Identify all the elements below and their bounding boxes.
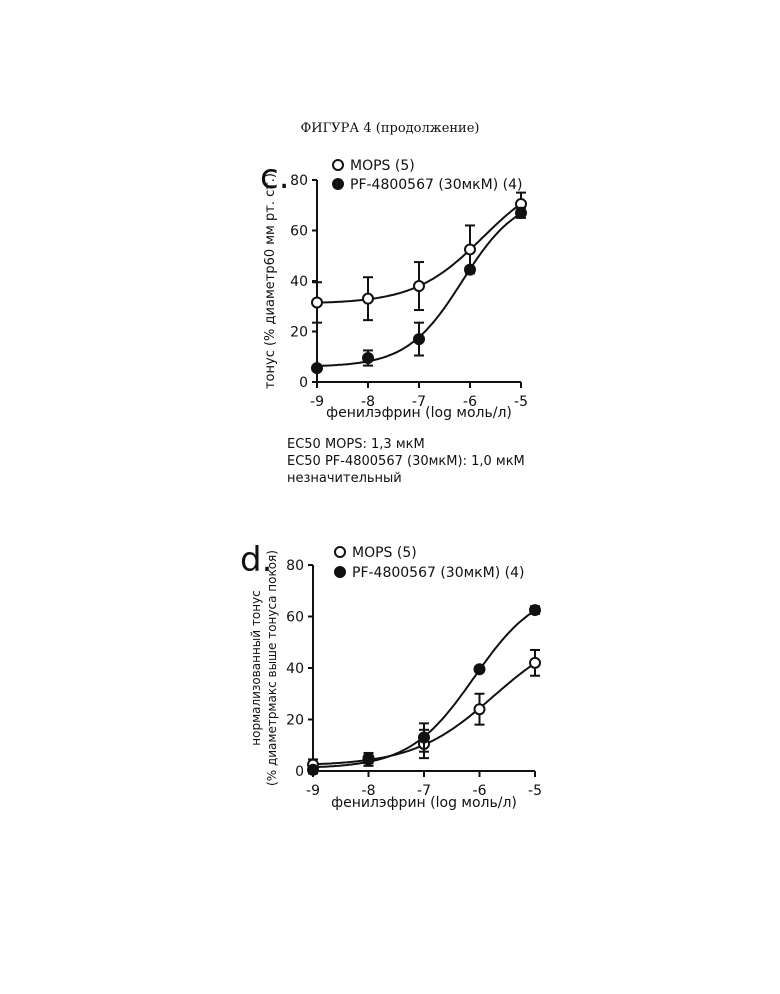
x-tick-label: -9	[306, 783, 320, 799]
data-point	[516, 208, 526, 218]
legend-label: PF-4800567 (30мкМ) (4)	[350, 177, 522, 193]
x-tick-label: -9	[310, 394, 324, 410]
figure-title: ФИГУРА 4 (продолжение)	[0, 121, 780, 136]
y-tick-label: 40	[286, 661, 304, 677]
y-tick-label: 20	[290, 325, 308, 341]
note-line: EC50 MOPS: 1,3 мкМ	[287, 436, 525, 453]
data-point	[530, 658, 540, 668]
legend-label: PF-4800567 (30мкМ) (4)	[352, 565, 524, 581]
y-tick-label: 40	[290, 274, 308, 290]
data-point	[530, 605, 540, 615]
y-axis-title: нормализованный тонус	[249, 590, 263, 745]
figure-page: ФИГУРА 4 (продолжение) c.020406080-9-8-7…	[0, 0, 780, 994]
data-point	[465, 265, 475, 275]
y-tick-label: 60	[290, 224, 308, 240]
chart-d: d.020406080-9-8-7-6-5фенилэфрин (log мол…	[230, 535, 560, 825]
legend-label: MOPS (5)	[352, 545, 417, 561]
data-point	[308, 765, 318, 775]
data-point	[364, 753, 374, 763]
legend-marker	[333, 160, 343, 170]
y-tick-label: 60	[286, 610, 304, 626]
y-tick-label: 20	[286, 713, 304, 729]
y-axis-title: (% диаметрмакс выше тонуса покоя)	[265, 550, 279, 786]
y-tick-label: 80	[290, 173, 308, 189]
note-line: незначительный	[287, 470, 525, 487]
x-tick-label: -5	[514, 394, 528, 410]
y-tick-label: 0	[295, 764, 304, 780]
x-axis-title: фенилэфрин (log моль/л)	[326, 405, 512, 421]
data-point	[414, 334, 424, 344]
y-tick-label: 80	[286, 558, 304, 574]
ec50-notes: EC50 MOPS: 1,3 мкМ EC50 PF-4800567 (30мк…	[287, 436, 525, 487]
data-point	[312, 297, 322, 307]
legend-marker	[333, 179, 343, 189]
data-point	[475, 704, 485, 714]
note-line: EC50 PF-4800567 (30мкМ): 1,0 мкМ	[287, 453, 525, 470]
data-point	[363, 294, 373, 304]
x-tick-label: -5	[528, 783, 542, 799]
y-tick-label: 0	[299, 375, 308, 391]
chart-c: c.020406080-9-8-7-6-5фенилэфрин (log мол…	[250, 150, 550, 430]
data-point	[312, 363, 322, 373]
data-point	[475, 664, 485, 674]
y-axis-title: тонус (% диаметр60 мм рт. ст.)	[263, 173, 278, 389]
data-point	[414, 281, 424, 291]
data-point	[419, 733, 429, 743]
data-point	[363, 353, 373, 363]
x-axis-title: фенилэфрин (log моль/л)	[331, 795, 517, 811]
data-point	[465, 244, 475, 254]
legend-marker	[335, 547, 345, 557]
legend-marker	[335, 567, 345, 577]
legend-label: MOPS (5)	[350, 158, 415, 174]
